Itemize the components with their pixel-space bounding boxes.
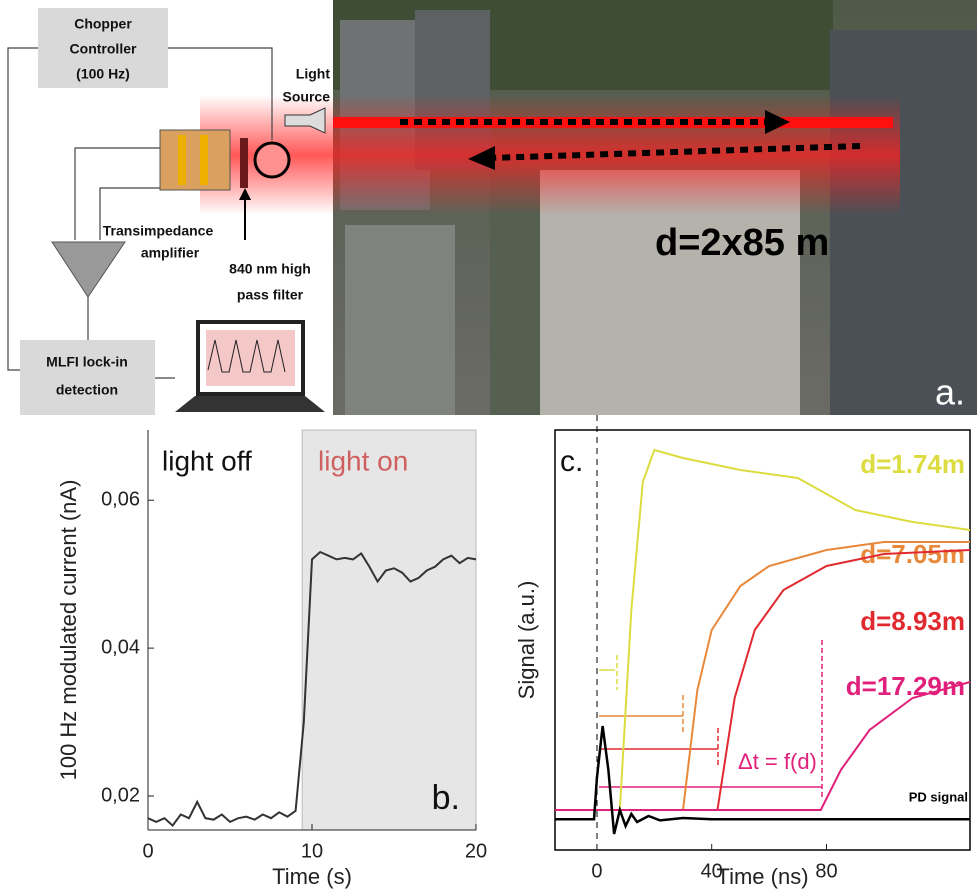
source-label: Source	[283, 89, 331, 105]
delay-arrows	[599, 640, 822, 800]
chopper-label: Chopper	[74, 16, 132, 32]
amplifier-label: Transimpedance	[103, 223, 214, 239]
x-tick-label: 0	[142, 840, 153, 862]
series-label: d=17.29m	[846, 671, 965, 701]
x-tick-label: 10	[301, 840, 323, 862]
x-tick-label: 80	[815, 860, 837, 882]
y-axis-label: Signal (a.u.)	[514, 581, 539, 700]
series-line	[555, 726, 970, 834]
source-label: Light	[296, 66, 331, 82]
panel-label: a.	[935, 372, 965, 413]
annotation: b.	[432, 779, 460, 817]
amplifier	[52, 242, 125, 297]
x-axis-label: Time (s)	[272, 864, 352, 889]
annotation: Δt = f(d)	[738, 749, 817, 774]
filter-label: 840 nm high	[229, 261, 311, 277]
figure: d=2x85 m a. Chopper Controller (100 Hz) …	[0, 0, 977, 890]
annotation: light on	[318, 445, 408, 476]
series-label: PD signal	[909, 789, 968, 804]
annotation: light off	[162, 445, 252, 476]
y-tick-label: 0,04	[101, 636, 140, 658]
amplifier-label: amplifier	[141, 245, 200, 261]
distance-label: d=2x85 m	[655, 222, 829, 264]
annotation: c.	[560, 445, 583, 478]
series-label: d=1.74m	[860, 449, 965, 479]
detector-stripe	[200, 135, 208, 185]
x-tick-label: 0	[591, 860, 602, 882]
filter-label: pass filter	[237, 287, 304, 303]
x-tick-label: 20	[465, 840, 487, 862]
detector	[160, 130, 230, 190]
series-line	[555, 682, 970, 810]
series-label: d=7.05m	[860, 539, 965, 569]
y-axis-label: 100 Hz modulated current (nA)	[56, 480, 81, 781]
lockin-box	[20, 340, 155, 415]
x-axis-label: Time (ns)	[716, 864, 808, 889]
filter	[240, 138, 248, 188]
shaded-region	[302, 430, 476, 830]
lockin-label: MLFI lock-in	[46, 354, 128, 370]
laptop-base	[175, 396, 325, 412]
chopper-wheel	[255, 143, 289, 177]
y-tick-label: 0,02	[101, 784, 140, 806]
y-tick-label: 0,06	[101, 489, 140, 511]
detector-stripe	[178, 135, 186, 185]
series-label: d=8.93m	[860, 606, 965, 636]
lockin-label: detection	[56, 382, 118, 398]
chopper-label: (100 Hz)	[76, 66, 130, 82]
chopper-label: Controller	[70, 41, 137, 57]
